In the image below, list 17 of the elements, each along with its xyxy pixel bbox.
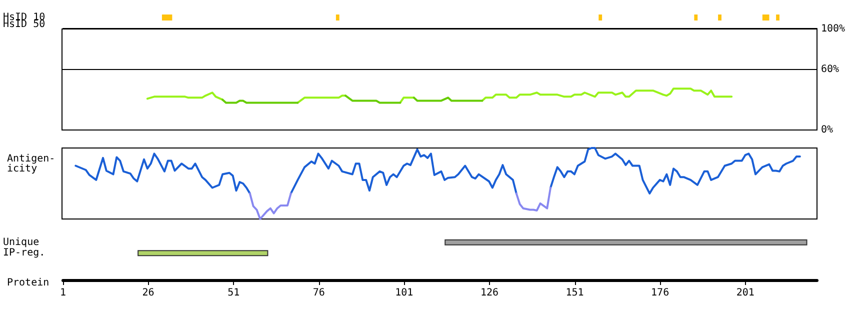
y-tick-label: IP-reg. bbox=[3, 248, 46, 259]
x-axis-title: Protein bbox=[7, 278, 50, 288]
x-tick-label: 151 bbox=[566, 288, 584, 298]
y-tick-label: HsID 50 bbox=[3, 19, 46, 30]
y-tick-label: Unique bbox=[3, 236, 40, 248]
y-tick-label: 100% bbox=[821, 24, 846, 34]
y-tick-label: 60% bbox=[821, 64, 840, 75]
x-tick-label: 126 bbox=[480, 288, 498, 298]
x-tick-label: 176 bbox=[651, 288, 670, 298]
x-tick-label: 201 bbox=[736, 288, 754, 298]
y-axis-title: Antigen- icity bbox=[7, 154, 56, 174]
x-tick-label: 26 bbox=[142, 288, 154, 298]
y-tick-label: 0% bbox=[821, 124, 834, 136]
x-tick-label: 101 bbox=[395, 288, 414, 298]
x-tick-label: 51 bbox=[228, 288, 240, 298]
x-tick-label: 1 bbox=[60, 288, 66, 298]
x-tick-label: 76 bbox=[312, 288, 325, 298]
